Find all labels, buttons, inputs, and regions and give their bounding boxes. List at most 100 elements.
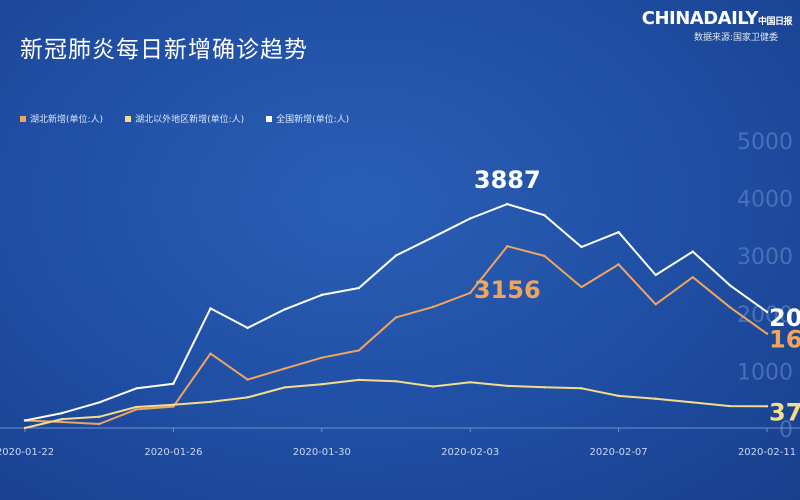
data-point: [60, 411, 64, 415]
data-point: [283, 386, 286, 389]
data-point: [246, 396, 249, 399]
data-point: [98, 401, 101, 404]
data-point: [765, 405, 769, 408]
data-point: [209, 307, 212, 310]
data-point: [506, 202, 509, 206]
series-layer: [23, 202, 769, 430]
data-point: [691, 401, 694, 404]
y-tick-label: 5000: [737, 130, 793, 155]
x-axis-ticks: 2020-01-22 2020-01-26 2020-01-30 2020-02-03…: [0, 428, 796, 458]
chart-title: 新冠肺炎每日新增确诊趋势: [20, 37, 308, 63]
data-point: [765, 332, 769, 335]
x-tick-label: 2020-01-30: [293, 447, 351, 458]
brand-logo: CHINADAILY中国日报: [642, 8, 793, 29]
data-point: [23, 419, 27, 422]
x-tick-label: 2020-02-07: [590, 447, 648, 458]
data-point: [543, 214, 546, 217]
x-tick-label: 2020-01-26: [144, 447, 202, 458]
y-axis-ticks: 5000 4000 3000 2000 1000 0: [737, 130, 793, 443]
data-point: [543, 254, 546, 258]
data-point: [469, 217, 472, 220]
legend-label-outside-hubei: 湖北以外地区新增(单位:人): [135, 115, 245, 125]
y-tick-label: 0: [779, 418, 793, 443]
data-point: [765, 310, 769, 314]
data-point: [617, 394, 620, 398]
y-tick-label: 1000: [737, 360, 793, 385]
data-label: 3156: [474, 276, 541, 304]
data-point: [283, 308, 286, 311]
data-point: [580, 285, 583, 289]
data-point: [246, 326, 249, 330]
legend-label-hubei: 湖北新增(单位:人): [30, 115, 104, 125]
data-point: [654, 303, 657, 306]
data-point: [320, 293, 323, 297]
chart-legend: 湖北新增(单位:人) 湖北以外地区新增(单位:人) 全国新增(单位:人): [20, 112, 349, 125]
data-point: [98, 422, 101, 426]
data-point: [135, 408, 138, 411]
data-point: [60, 420, 64, 424]
data-point: [357, 349, 361, 352]
data-point: [320, 356, 323, 359]
data-point: [320, 382, 323, 386]
data-point: [543, 386, 546, 389]
data-point: [728, 306, 732, 309]
brand-block: CHINADAILY中国日报 数据来源:国家卫健委: [642, 8, 793, 43]
data-point: [431, 305, 435, 309]
data-point: [728, 284, 732, 287]
data-point: [691, 250, 694, 253]
y-tick-label: 2000: [737, 303, 793, 328]
series-line-hubei: [24, 245, 768, 425]
data-point: [135, 405, 138, 409]
data-point: [394, 316, 398, 319]
data-point: [209, 400, 212, 404]
data-point: [580, 245, 583, 249]
data-point: [98, 415, 101, 419]
x-tick-label: 2020-01-22: [0, 447, 54, 458]
data-point: [135, 387, 138, 390]
data-point: [431, 235, 435, 239]
data-point: [209, 352, 212, 355]
annotation-layer: 3887 3156 20151638 377: [474, 166, 800, 426]
legend-label-national: 全国新增(单位:人): [276, 115, 350, 125]
data-point: [654, 273, 657, 277]
legend-item-hubei: 湖北新增(单位:人): [20, 112, 103, 125]
data-point: [654, 397, 657, 400]
data-point: [580, 387, 583, 390]
data-point: [617, 231, 620, 234]
data-point: [469, 381, 472, 384]
data-label: 377: [769, 398, 800, 426]
data-point: [172, 382, 175, 385]
legend-item-national: 全国新增(单位:人): [266, 112, 349, 125]
legend-swatch-national: [266, 115, 273, 122]
data-point: [431, 385, 435, 388]
brand-name-suffix: 中国日报: [757, 17, 793, 27]
x-tick-label: 2020-02-03: [441, 447, 499, 458]
data-point: [357, 286, 361, 290]
data-point: [23, 426, 27, 430]
legend-swatch-outside-hubei: [125, 115, 132, 122]
data-point: [357, 378, 361, 382]
data-point: [506, 245, 509, 248]
data-point: [172, 403, 175, 406]
data-point: [394, 380, 398, 383]
x-tick-label: 2020-02-11: [738, 447, 796, 458]
data-source-note: 数据来源:国家卫健委: [693, 33, 778, 43]
data-point: [172, 405, 175, 408]
data-label: 3887: [474, 166, 541, 194]
data-label: 1638: [769, 326, 800, 354]
data-point: [469, 291, 472, 295]
data-point: [60, 417, 64, 421]
data-point: [728, 404, 732, 408]
data-label: 2015: [769, 304, 800, 332]
data-point: [506, 384, 509, 388]
data-point: [246, 378, 249, 381]
data-point: [691, 276, 694, 279]
data-point: [617, 263, 620, 266]
y-tick-label: 3000: [737, 245, 793, 270]
legend-item-outside-hubei: 湖北以外地区新增(单位:人): [125, 112, 244, 125]
legend-swatch-hubei: [20, 115, 26, 122]
y-tick-label: 4000: [737, 188, 793, 213]
data-point: [394, 254, 398, 257]
